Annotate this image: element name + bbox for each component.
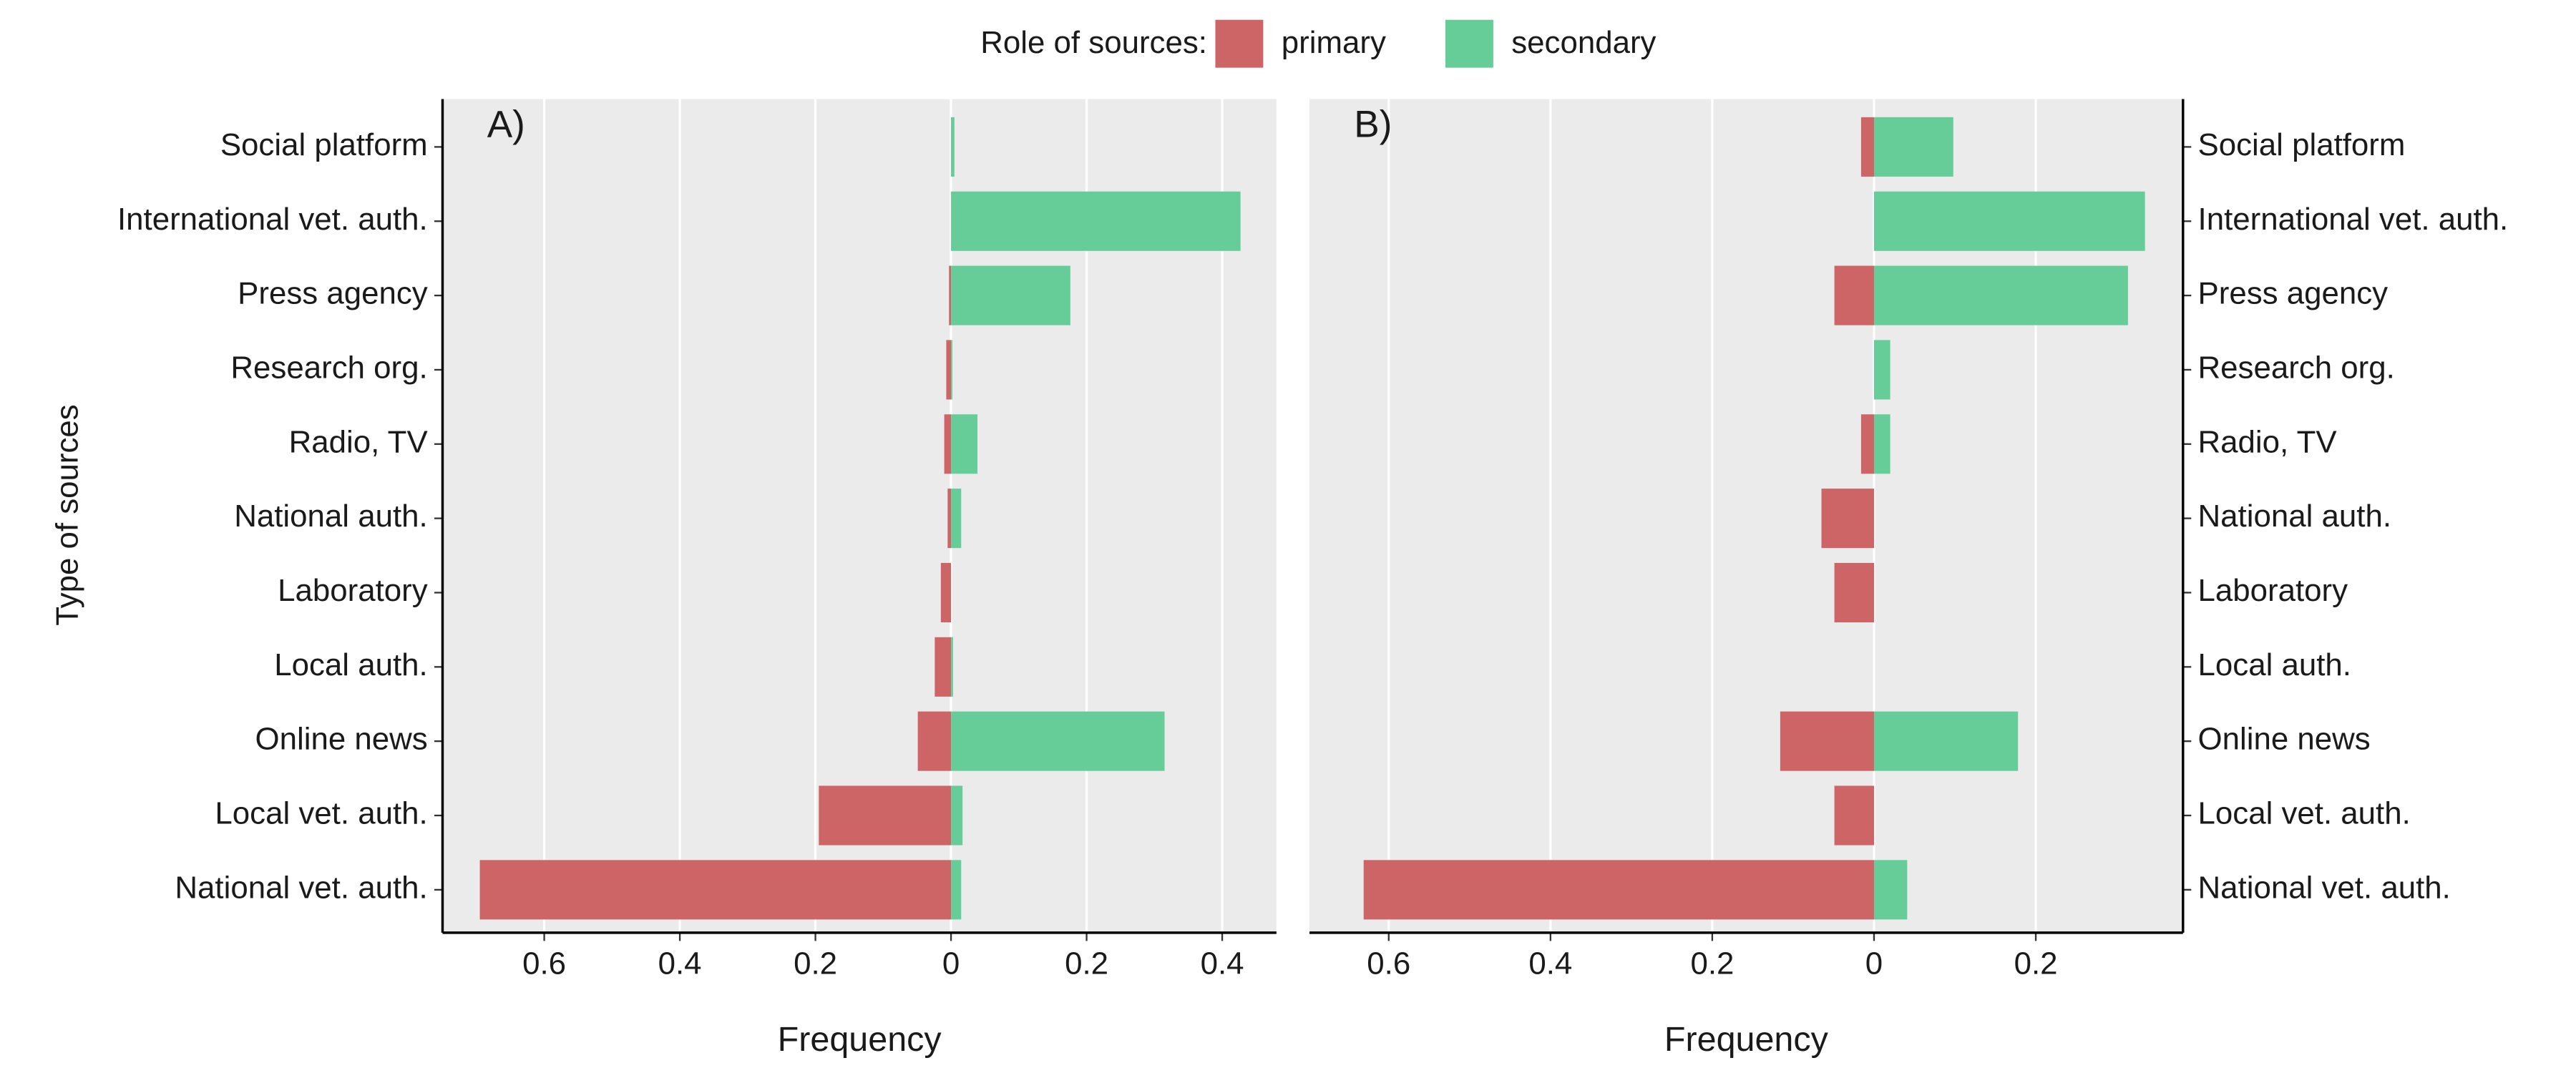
y-tick-label: Research org.: [230, 351, 427, 386]
bar: [1873, 414, 1890, 474]
bar: [819, 785, 952, 846]
y-tick-label: International vet. auth.: [117, 202, 428, 237]
y-tick-label: Radio, TV: [2198, 424, 2338, 459]
y-tick-label: National auth.: [234, 499, 427, 534]
bar: [1873, 860, 1908, 920]
x-tick-label: 0.4: [1201, 946, 1244, 981]
bar: [951, 711, 1165, 771]
y-tick-label: National auth.: [2198, 499, 2391, 534]
bar: [946, 340, 952, 400]
y-tick-label: Laboratory: [2198, 573, 2348, 608]
bar: [951, 265, 1070, 325]
bar: [951, 414, 978, 474]
x-tick-label: 0.6: [1367, 946, 1410, 981]
x-tick-label: 0.2: [794, 946, 837, 981]
bar: [951, 489, 962, 549]
bar: [1873, 265, 2128, 325]
x-axis-title: Frequency: [1664, 1020, 1829, 1059]
x-tick-label: 0.2: [1065, 946, 1108, 981]
bar: [951, 637, 953, 697]
y-tick-label: National vet. auth.: [175, 870, 427, 905]
bar: [944, 414, 952, 474]
legend-title: Role of sources:: [980, 25, 1207, 60]
bar: [1834, 562, 1874, 622]
bar: [917, 711, 952, 771]
y-axis-title: Type of sources: [50, 404, 85, 625]
bar: [1873, 117, 1953, 177]
y-tick-label: National vet. auth.: [2198, 870, 2451, 905]
bar: [1821, 489, 1874, 549]
bar: [1873, 191, 2145, 251]
y-tick-label: International vet. auth.: [2198, 202, 2509, 237]
x-tick-label: 0.6: [522, 946, 566, 981]
legend-swatch: [1445, 19, 1493, 68]
y-tick-label: Social platform: [220, 127, 428, 162]
x-tick-label: 0: [1865, 946, 1883, 981]
legend-label: primary: [1282, 25, 1386, 60]
y-tick-label: Press agency: [238, 276, 428, 311]
x-tick-label: 0.4: [658, 946, 702, 981]
y-tick-label: Radio, TV: [289, 424, 429, 459]
bar: [479, 860, 952, 920]
bar: [951, 340, 952, 400]
y-tick-label: Press agency: [2198, 276, 2389, 311]
x-tick-label: 0.4: [1528, 946, 1572, 981]
bar: [1834, 785, 1874, 846]
x-tick-label: 0.2: [1690, 946, 1734, 981]
bar: [1363, 860, 1874, 920]
bar: [1860, 414, 1874, 474]
y-tick-label: Research org.: [2198, 351, 2395, 386]
bar: [951, 860, 962, 920]
y-tick-label: Social platform: [2198, 127, 2406, 162]
x-tick-label: 0.2: [2014, 946, 2058, 981]
x-tick-label: 0: [942, 946, 960, 981]
y-tick-label: Online news: [2198, 722, 2371, 757]
y-tick-label: Local vet. auth.: [215, 796, 427, 831]
bar: [1834, 265, 1874, 325]
bar: [1873, 340, 1890, 400]
y-tick-label: Local auth.: [274, 647, 427, 682]
bar: [949, 265, 952, 325]
legend-label: secondary: [1511, 25, 1656, 60]
bar: [951, 191, 1241, 251]
y-tick-label: Laboratory: [278, 573, 428, 608]
y-tick-label: Local vet. auth.: [2198, 796, 2411, 831]
bar: [940, 562, 952, 622]
bar: [951, 117, 955, 177]
bar: [1780, 711, 1874, 771]
panel-label: A): [487, 104, 525, 146]
y-tick-label: Local auth.: [2198, 647, 2351, 682]
y-tick-label: Online news: [255, 722, 428, 757]
legend-swatch: [1215, 19, 1264, 68]
x-axis-title: Frequency: [778, 1020, 942, 1059]
bar: [1873, 711, 2019, 771]
bar: [1860, 117, 1874, 177]
panel-label: B): [1354, 104, 1392, 146]
bar: [935, 637, 952, 697]
bar: [951, 785, 963, 846]
bar: [947, 489, 952, 549]
